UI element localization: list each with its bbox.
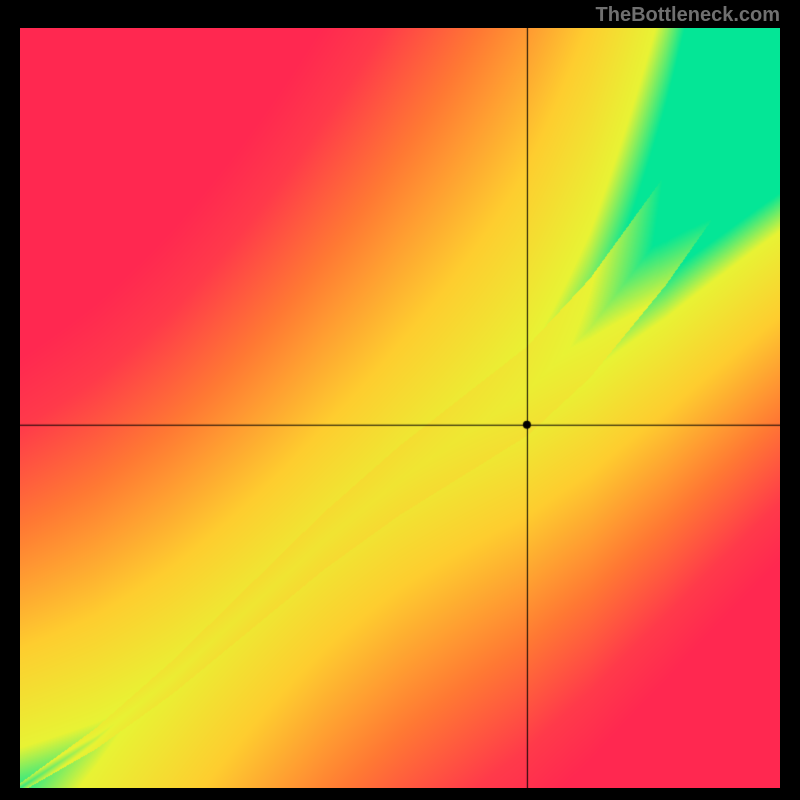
heatmap-plot [20, 28, 780, 788]
watermark-text: TheBottleneck.com [596, 4, 780, 27]
chart-container: TheBottleneck.com [0, 0, 800, 800]
heatmap-canvas [20, 28, 780, 788]
